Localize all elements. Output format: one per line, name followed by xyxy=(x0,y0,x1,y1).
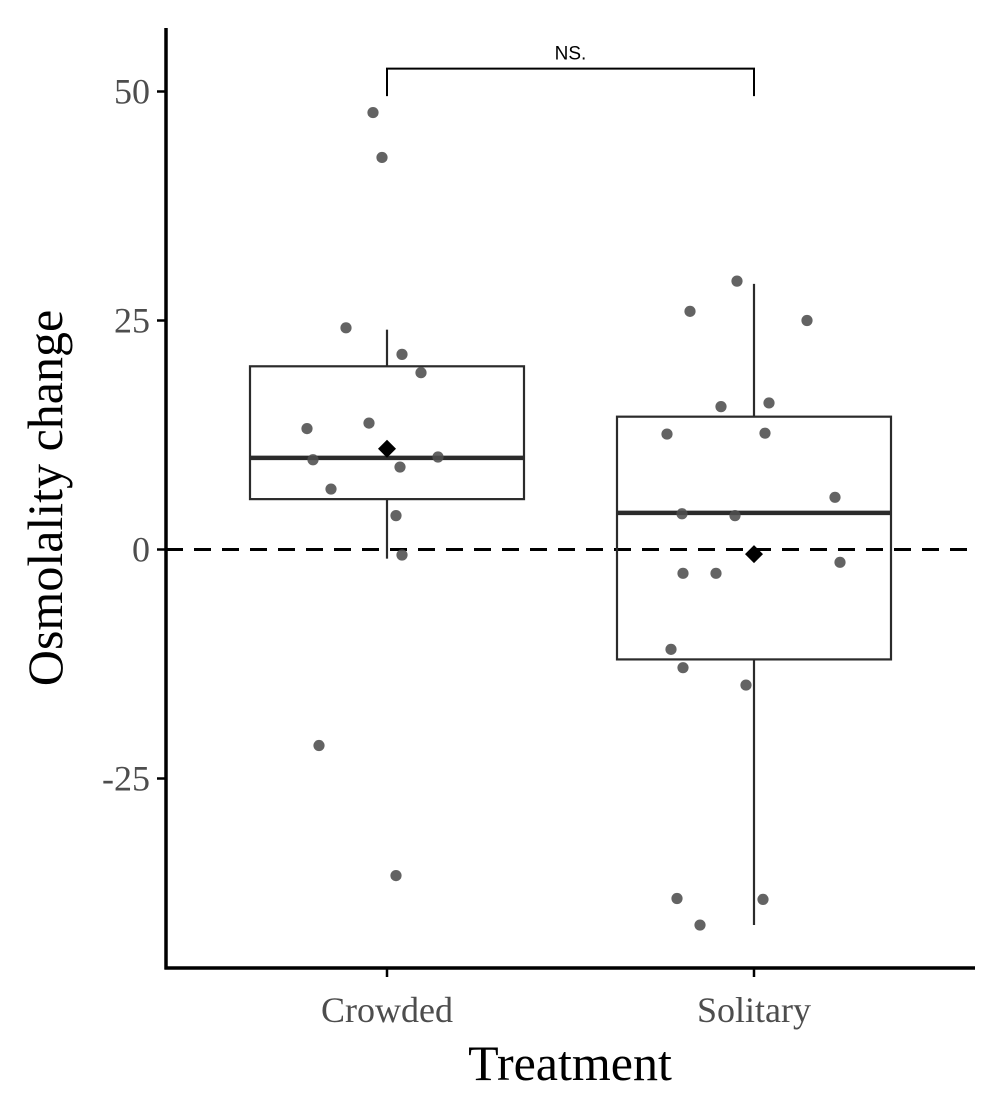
data-point-crowded xyxy=(313,739,325,752)
boxes-group xyxy=(248,283,893,926)
data-point-solitary xyxy=(665,643,677,655)
y-tick-label: 25 xyxy=(114,301,150,341)
data-point-crowded xyxy=(396,549,408,561)
box-crowded xyxy=(248,365,526,501)
data-point-crowded xyxy=(390,510,402,522)
data-point-solitary xyxy=(740,679,752,691)
data-point-solitary xyxy=(677,662,689,674)
axes-group: -25 0 25 50 Crowded Solitary xyxy=(102,28,975,1030)
significance-group: NS. xyxy=(386,44,755,97)
data-point-solitary xyxy=(763,397,775,409)
data-point-solitary xyxy=(729,510,741,522)
data-point-crowded xyxy=(340,322,352,334)
data-point-solitary xyxy=(715,401,727,413)
data-point-crowded xyxy=(376,151,388,164)
data-point-crowded xyxy=(367,106,379,119)
data-point-solitary xyxy=(661,428,673,440)
data-point-solitary xyxy=(676,508,688,520)
data-point-solitary xyxy=(829,491,841,503)
data-point-solitary xyxy=(710,567,722,579)
data-point-solitary xyxy=(694,919,706,931)
x-tick-label: Solitary xyxy=(697,990,811,1030)
data-point-crowded xyxy=(390,869,402,882)
data-point-solitary xyxy=(759,427,771,439)
data-point-solitary xyxy=(801,314,813,327)
y-tick-label: 0 xyxy=(132,530,150,570)
significance-label: NS. xyxy=(555,44,587,65)
data-point-solitary xyxy=(834,556,846,568)
data-point-crowded xyxy=(307,454,319,466)
y-tick-label: -25 xyxy=(102,759,150,799)
y-tick-label: 50 xyxy=(114,72,150,112)
data-point-solitary xyxy=(684,305,696,317)
mean-markers-group xyxy=(378,439,763,564)
data-point-crowded xyxy=(432,451,444,463)
y-axis-title: Osmolality change xyxy=(17,310,73,686)
data-point-crowded xyxy=(396,348,408,360)
data-point-solitary xyxy=(677,567,689,579)
data-point-solitary xyxy=(671,892,683,905)
data-point-crowded xyxy=(325,483,337,495)
x-tick-label: Crowded xyxy=(321,990,453,1030)
data-point-crowded xyxy=(363,417,375,429)
data-point-solitary xyxy=(757,893,769,906)
points-group xyxy=(301,106,846,931)
data-point-crowded xyxy=(415,367,427,379)
data-point-solitary xyxy=(731,275,743,287)
mean-marker-crowded xyxy=(378,439,396,458)
box-solitary xyxy=(615,415,893,661)
significance-bracket xyxy=(386,67,755,97)
data-point-crowded xyxy=(301,422,313,435)
mean-marker-solitary xyxy=(745,545,763,564)
data-point-crowded xyxy=(394,461,406,473)
x-axis-title: Treatment xyxy=(468,1035,672,1091)
